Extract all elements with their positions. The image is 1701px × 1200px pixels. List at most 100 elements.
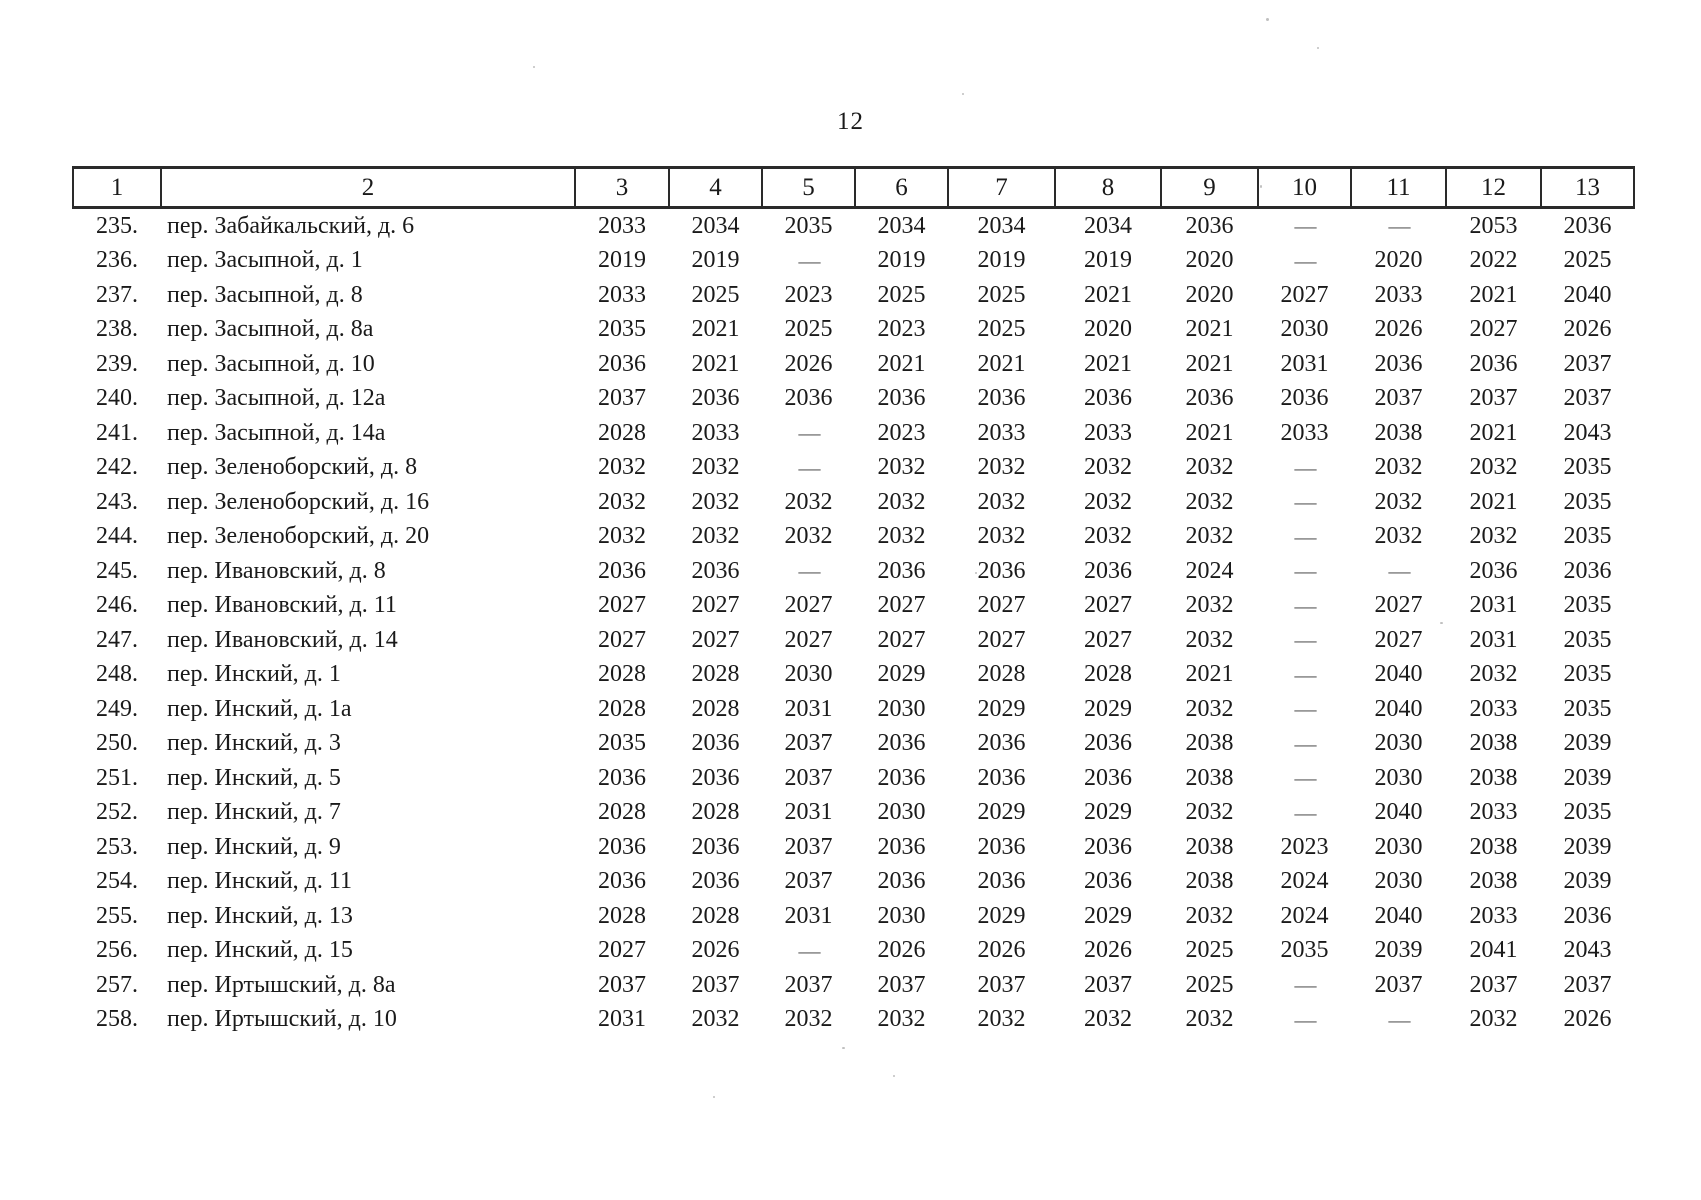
year-cell-empty: — xyxy=(1388,213,1411,239)
year-cell-empty: — xyxy=(1294,627,1317,653)
year-cell: 2020 xyxy=(1185,247,1234,274)
row-number-cell: 238. xyxy=(96,316,138,343)
year-cell: 2036 xyxy=(877,385,926,412)
table-row: 239. пер. Засыпной, д. 10 2036 2021 2026 2021… xyxy=(73,347,1634,382)
year-cell: 2033 xyxy=(1084,419,1132,446)
year-cell: 2032 xyxy=(1374,523,1423,550)
year-cell: 2035 xyxy=(598,316,646,343)
year-cell: 2027 xyxy=(877,626,926,653)
address-cell: пер. Зеленоборский, д. 8 xyxy=(167,454,418,481)
year-cell: 2033 xyxy=(1469,799,1518,826)
year-cell: 2032 xyxy=(1084,488,1132,515)
year-cell: 2029 xyxy=(1084,695,1132,722)
scan-speck xyxy=(893,1075,895,1077)
table-row: 255. пер. Инский, д. 13 2028 2028 2031 2030 20… xyxy=(73,899,1634,934)
year-cell-empty: — xyxy=(1294,696,1317,722)
table-row: 241. пер. Засыпной, д. 14а 2028 2033 — 2023 20… xyxy=(73,416,1634,451)
year-cell-empty: — xyxy=(1294,1006,1317,1032)
year-cell: 2026 xyxy=(877,937,926,964)
year-cell: 2037 xyxy=(784,971,833,998)
year-cell-empty: — xyxy=(1294,592,1317,618)
year-cell: 2036 xyxy=(1563,557,1612,584)
year-cell: 2021 xyxy=(691,350,740,377)
address-cell: пер. Засыпной, д. 12а xyxy=(167,385,386,412)
year-cell: 2037 xyxy=(1563,385,1612,412)
year-cell: 2031 xyxy=(784,902,833,929)
year-cell: 2026 xyxy=(1374,316,1423,343)
year-cell: 2034 xyxy=(977,212,1026,239)
year-cell: 2035 xyxy=(598,730,646,757)
year-cell: 2032 xyxy=(1185,488,1234,515)
year-cell: 2032 xyxy=(1469,1006,1518,1033)
year-cell: 2032 xyxy=(1185,626,1234,653)
year-cell: 2027 xyxy=(598,937,646,964)
year-cell: 2027 xyxy=(877,592,926,619)
year-cell: 2033 xyxy=(1469,695,1518,722)
year-cell: 2027 xyxy=(977,592,1026,619)
year-cell: 2029 xyxy=(877,661,926,688)
year-cell-empty: — xyxy=(798,420,821,446)
year-cell: 2025 xyxy=(1563,247,1612,274)
year-cell: 2036 xyxy=(1563,212,1612,239)
year-cell: 2037 xyxy=(598,385,646,412)
year-cell: 2027 xyxy=(598,626,646,653)
year-cell: 2030 xyxy=(1374,764,1423,791)
year-cell: 2020 xyxy=(1185,281,1234,308)
table-row: 242. пер. Зеленоборский, д. 8 2032 2032 — 203… xyxy=(73,451,1634,486)
column-header: 4 xyxy=(668,166,763,209)
year-cell: 2035 xyxy=(1563,661,1612,688)
table-row: 246. пер. Ивановский, д. 11 2027 2027 2027 20… xyxy=(73,589,1634,624)
year-cell-empty: — xyxy=(798,247,821,273)
year-cell: 2038 xyxy=(1469,764,1518,791)
year-cell-empty: — xyxy=(798,558,821,584)
row-number-cell: 246. xyxy=(96,592,138,619)
year-cell: 2030 xyxy=(877,799,926,826)
year-cell: 2036 xyxy=(1469,350,1518,377)
table-row: 248. пер. Инский, д. 1 2028 2028 2030 2029 202… xyxy=(73,658,1634,693)
year-cell: 2025 xyxy=(877,281,926,308)
address-cell: пер. Засыпной, д. 14а xyxy=(167,419,386,446)
table-row: 257. пер. Иртышский, д. 8а 2037 2037 2037 203… xyxy=(73,968,1634,1003)
year-cell: 2023 xyxy=(877,316,926,343)
row-number-cell: 247. xyxy=(96,626,138,653)
column-header: 2 xyxy=(160,166,576,209)
year-cell: 2028 xyxy=(691,799,740,826)
year-cell: 2036 xyxy=(598,557,646,584)
year-cell: 2036 xyxy=(691,557,740,584)
column-header: 5 xyxy=(761,166,856,209)
scan-speck xyxy=(1266,18,1269,21)
year-cell: 2041 xyxy=(1469,937,1518,964)
year-cell: 2023 xyxy=(877,419,926,446)
year-cell: 2038 xyxy=(1469,833,1518,860)
year-cell: 2033 xyxy=(1280,419,1329,446)
year-cell: 2032 xyxy=(784,523,833,550)
year-cell: 2027 xyxy=(1084,626,1132,653)
year-cell: 2040 xyxy=(1374,902,1423,929)
year-cell: 2032 xyxy=(1185,592,1234,619)
year-cell: 2027 xyxy=(1374,626,1423,653)
year-cell-empty: — xyxy=(1294,972,1317,998)
year-cell: 2032 xyxy=(1469,661,1518,688)
year-cell: 2038 xyxy=(1374,419,1423,446)
year-cell: 2033 xyxy=(977,419,1026,446)
year-cell-empty: — xyxy=(1294,730,1317,756)
year-cell: 2032 xyxy=(1084,1006,1132,1033)
year-cell: 2024 xyxy=(1280,868,1329,895)
year-cell: 2038 xyxy=(1185,833,1234,860)
row-number-cell: 236. xyxy=(96,247,138,274)
row-number-cell: 248. xyxy=(96,661,138,688)
year-cell: 2036 xyxy=(1563,902,1612,929)
year-cell-empty: — xyxy=(1294,661,1317,687)
year-cell: 2025 xyxy=(784,316,833,343)
year-cell-empty: — xyxy=(798,454,821,480)
year-cell: 2031 xyxy=(784,695,833,722)
year-cell: 2032 xyxy=(877,1006,926,1033)
year-cell: 2053 xyxy=(1469,212,1518,239)
year-cell: 2039 xyxy=(1563,868,1612,895)
year-cell: 2029 xyxy=(977,799,1026,826)
year-cell: 2032 xyxy=(784,488,833,515)
page-number: 12 xyxy=(837,108,864,135)
year-cell: 2030 xyxy=(1374,730,1423,757)
year-cell: 2036 xyxy=(977,557,1026,584)
year-cell: 2036 xyxy=(1084,764,1132,791)
